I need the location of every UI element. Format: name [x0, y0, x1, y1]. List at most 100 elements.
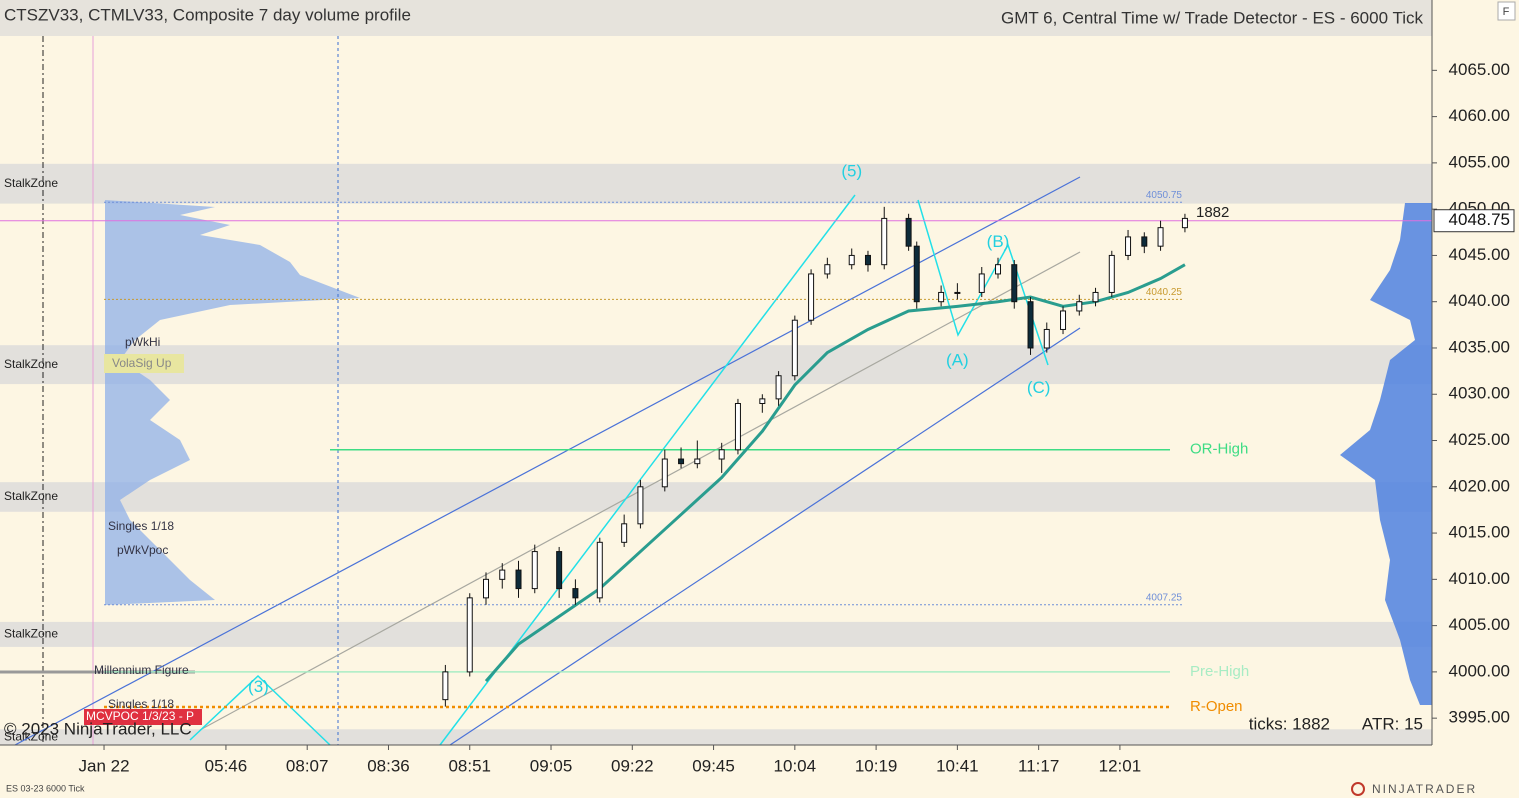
- y-tick-label: 3995.00: [1449, 708, 1510, 727]
- brand: NINJATRADER: [1372, 782, 1477, 796]
- label-bg: [84, 709, 202, 725]
- wave-line: [189, 674, 331, 746]
- last-price-box: [1433, 209, 1515, 233]
- stalk-zone: [0, 621, 1432, 647]
- copyright: © 2023 NinjaTrader, LLC: [4, 719, 192, 738]
- label-bg: [104, 354, 184, 373]
- zones: StalkZoneStalkZoneStalkZoneStalkZoneStal…: [0, 163, 1432, 745]
- candle-body: [864, 254, 871, 266]
- button[interactable]: [1497, 1, 1516, 21]
- ticks-count: ticks: 1882: [1249, 714, 1330, 733]
- price-mark-label: 4040.25: [1146, 287, 1183, 298]
- y-tick-label: 4005.00: [1449, 615, 1510, 634]
- chart-title: CTSZV33, CTMLV33, Composite 7 day volume…: [4, 5, 411, 24]
- candle-body: [1011, 264, 1018, 303]
- candle-body: [1108, 254, 1115, 293]
- y-tick-label: 4035.00: [1449, 337, 1510, 356]
- x-tick-label: 09:45: [692, 756, 735, 775]
- ema-line: [484, 263, 1186, 683]
- bar-count: 1882: [1196, 204, 1229, 221]
- candle-body: [1027, 301, 1034, 349]
- wave-label: (B): [987, 232, 1010, 251]
- x-tick-label: 10:19: [855, 756, 898, 775]
- candle-body: [905, 217, 912, 247]
- last-price-label: 4048.75: [1449, 210, 1510, 229]
- wave-label: (3): [248, 677, 269, 696]
- x-tick-label: 05:46: [205, 756, 248, 775]
- candle-body: [442, 671, 449, 701]
- x-tick-label: 10:41: [936, 756, 979, 775]
- profile-label: pWkHi: [125, 335, 160, 349]
- candle-body: [1060, 310, 1067, 330]
- x-tick-label: 09:05: [530, 756, 573, 775]
- candle-body: [978, 273, 985, 293]
- button-label[interactable]: F: [1503, 6, 1510, 18]
- wave-label: (C): [1027, 378, 1051, 397]
- plot: OR-High Pre-High R-Open 4050.75 4040.25 4007.…: [0, 162, 1432, 725]
- candle-body: [808, 273, 815, 321]
- x-tick-label: Jan 22: [79, 756, 130, 775]
- candle-body: [995, 264, 1002, 275]
- candle-body: [621, 523, 628, 543]
- y-tick-label: 4060.00: [1449, 106, 1510, 125]
- candle-body: [596, 541, 603, 599]
- candle-body: [954, 291, 961, 294]
- candle-body: [515, 569, 522, 590]
- stalk-zone: [0, 163, 1432, 204]
- x-tick-label: 08:36: [367, 756, 410, 775]
- candle-body: [913, 245, 920, 303]
- volume-profile: [105, 200, 360, 605]
- candle-body: [556, 551, 563, 590]
- x-tick-label: 08:51: [448, 756, 491, 775]
- x-tick-label: 09:22: [611, 756, 654, 775]
- candle-body: [1092, 291, 1099, 303]
- profile-label: pWkVpoc: [117, 543, 168, 557]
- stalk-zone: [0, 729, 1432, 745]
- volume-profile: [1340, 203, 1432, 705]
- y-tick-label: 4055.00: [1449, 152, 1510, 171]
- profile-label: Singles 1/18: [108, 519, 174, 533]
- y-tick-label: 4015.00: [1449, 523, 1510, 542]
- stalk-zone: [0, 482, 1432, 512]
- candle-body: [734, 403, 741, 451]
- candle-body: [848, 254, 855, 266]
- candle-body: [759, 398, 766, 405]
- instrument: ES 03-23 6000 Tick: [6, 783, 85, 793]
- candle-body: [775, 375, 782, 400]
- level-label: Pre-High: [1190, 663, 1249, 680]
- candle-body: [881, 217, 888, 266]
- candle-body: [1076, 301, 1083, 312]
- y-tick-label: 4025.00: [1449, 430, 1510, 449]
- candle-body: [1043, 328, 1050, 349]
- zone-label: StalkZone: [4, 489, 58, 503]
- profile-label: Millennium Figure: [94, 663, 189, 677]
- y-tick-label: 4010.00: [1449, 569, 1510, 588]
- candle-body: [531, 551, 538, 590]
- x-tick-label: 10:04: [774, 756, 817, 775]
- profile-label: MCVPOC 1/3/23 - P: [86, 709, 194, 723]
- logo-icon: [1351, 782, 1365, 796]
- chart-subtitle: GMT 6, Central Time w/ Trade Detector - …: [1001, 8, 1423, 27]
- zone-label: StalkZone: [4, 176, 58, 190]
- candle-body: [791, 319, 798, 377]
- candle-body: [637, 486, 644, 525]
- candle-body: [466, 597, 473, 673]
- wave-label: (5): [841, 162, 862, 181]
- stalk-zone: [0, 345, 1432, 385]
- price-mark-label: 4050.75: [1146, 190, 1183, 201]
- candle-body: [1125, 236, 1132, 256]
- y-tick-label: 4065.00: [1449, 60, 1510, 79]
- candle-body: [483, 578, 490, 599]
- x-tick-label: 12:01: [1099, 756, 1142, 775]
- candle-body: [499, 569, 506, 580]
- candle-body: [824, 264, 831, 275]
- candle-body: [1157, 227, 1164, 247]
- x-tick-label: 11:17: [1018, 756, 1059, 775]
- channel-line: [449, 327, 1081, 746]
- y-tick-label: 4045.00: [1449, 245, 1510, 264]
- header-band: [0, 0, 1432, 36]
- y-tick-label: 4020.00: [1449, 476, 1510, 495]
- candle-body: [694, 458, 701, 465]
